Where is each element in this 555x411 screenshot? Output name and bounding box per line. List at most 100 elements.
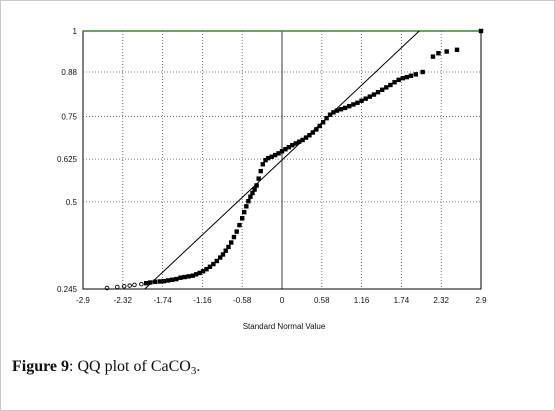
data-point (266, 155, 271, 161)
data-point (404, 74, 410, 80)
x-tick-label: 1.74 (394, 296, 410, 305)
data-point (317, 123, 322, 129)
data-point (367, 94, 373, 99)
data-point (223, 248, 228, 253)
x-tick-label: -2.9 (76, 296, 90, 305)
data-point (242, 209, 247, 215)
y-tick-label: 0.245 (57, 285, 78, 294)
x-tick-label: 2.32 (433, 296, 449, 305)
data-point (283, 147, 288, 152)
data-point (314, 127, 319, 132)
data-point (244, 204, 249, 209)
data-point (139, 281, 144, 287)
figure-caption: Figure 9: QQ plot of CaCO3. (12, 358, 200, 377)
data-point (338, 107, 344, 112)
data-point (218, 255, 223, 260)
data-point (359, 98, 364, 103)
data-point (127, 283, 132, 288)
data-point (263, 157, 268, 163)
data-point (371, 92, 377, 97)
data-point (420, 69, 425, 75)
y-tick-label: 0.5 (66, 198, 78, 207)
x-tick-label: 1.16 (354, 296, 370, 305)
data-point (237, 222, 242, 228)
data-point (182, 274, 187, 280)
y-tick-label: 0.88 (61, 68, 77, 77)
data-point (220, 252, 226, 257)
data-point (211, 261, 216, 267)
x-tick-label: -2.32 (114, 296, 133, 305)
data-point (231, 234, 237, 240)
y-tick-label: 0.75 (61, 112, 77, 121)
data-point (320, 120, 326, 125)
data-point (303, 135, 309, 140)
data-point (121, 284, 127, 289)
data-point (174, 276, 179, 282)
data-point (324, 115, 329, 121)
data-point (375, 89, 381, 95)
data-point (178, 275, 183, 280)
data-point (240, 216, 245, 221)
y-tick-labels: 0.245 0.5 0.625 0.75 0.88 1 (57, 27, 78, 294)
data-point (115, 284, 120, 290)
data-point (256, 176, 261, 181)
data-point (408, 73, 414, 78)
caption-text: QQ plot of CaCO (73, 358, 191, 375)
data-point (161, 278, 167, 284)
data-point (132, 282, 137, 288)
data-point (234, 229, 239, 234)
grid-lines (83, 30, 481, 289)
figure-label: Figure 9 (12, 358, 70, 375)
x-tick-label: 2.9 (475, 296, 487, 305)
data-point (254, 183, 259, 188)
data-point (194, 272, 199, 277)
data-point (252, 187, 257, 192)
data-point (250, 190, 255, 196)
data-point (272, 152, 278, 158)
data-point (388, 82, 393, 88)
y-tick-label: 1 (73, 27, 78, 36)
data-point (276, 151, 281, 156)
data-point (157, 279, 163, 284)
data-point (444, 49, 449, 54)
x-tick-label: -0.58 (233, 296, 252, 305)
caption-end: . (196, 358, 201, 375)
data-point (310, 130, 316, 135)
data-point (347, 103, 352, 109)
data-point (355, 100, 360, 105)
data-point (296, 139, 302, 144)
data-point (269, 154, 274, 159)
y-tick-label: 0.625 (57, 155, 78, 164)
data-point (293, 141, 298, 146)
data-point (351, 102, 356, 107)
data-point (400, 75, 405, 81)
data-point (334, 108, 340, 113)
data-point (286, 144, 292, 150)
x-axis-label: Standard Normal Value (243, 322, 326, 331)
data-point (143, 280, 149, 286)
data-point (307, 133, 312, 138)
data-points (104, 28, 484, 291)
data-point (200, 269, 206, 274)
data-point (436, 51, 441, 56)
data-point (197, 270, 202, 276)
x-tick-label: -1.74 (153, 296, 172, 305)
x-tick-label: -1.16 (193, 296, 212, 305)
data-point (279, 149, 285, 154)
qq-plot: -2.9 -2.32 -1.74 -1.16 -0.58 0 0.58 1.16 1.74 2.3… (57, 27, 487, 331)
data-point (396, 77, 401, 83)
data-point (384, 85, 389, 90)
reference-line-group (144, 30, 420, 290)
x-tick-labels: -2.9 -2.32 -1.74 -1.16 -0.58 0 0.58 1.16 1.74 2.3… (76, 296, 487, 305)
data-point (229, 240, 234, 245)
data-point (413, 72, 419, 77)
data-point (331, 110, 336, 115)
data-point (392, 80, 397, 85)
data-point (363, 96, 368, 101)
x-tick-label: 0 (280, 296, 285, 305)
data-point (300, 137, 305, 143)
data-point (478, 28, 484, 34)
data-point (152, 279, 158, 285)
data-point (342, 105, 348, 111)
data-point (430, 54, 436, 59)
